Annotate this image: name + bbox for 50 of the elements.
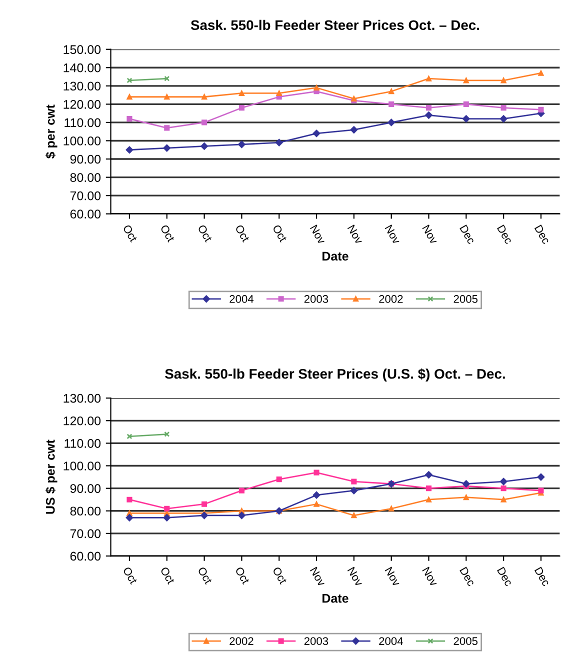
- x-tick-label: Oct: [234, 566, 250, 585]
- y-tick-label: 130.00: [64, 394, 101, 403]
- x-tick-label: Nov: [384, 566, 401, 587]
- y-tick-label: 80.00: [70, 506, 101, 516]
- y-tick-label: 120.00: [64, 416, 101, 426]
- y-tick-label: 100.00: [64, 136, 101, 146]
- x-tick-label: Oct: [234, 224, 250, 243]
- y-axis-title: US $ per cwt: [45, 440, 58, 514]
- y-tick-label: 120.00: [64, 100, 101, 109]
- x-tick-label: Oct: [160, 566, 176, 585]
- y-tick-label: 80.00: [70, 173, 101, 182]
- x-tick-label: Oct: [197, 224, 213, 243]
- x-tick-label: Oct: [197, 566, 213, 585]
- y-tick-label: 60.00: [70, 552, 101, 561]
- y-tick-label: 70.00: [70, 191, 101, 200]
- x-tick-label: Oct: [122, 224, 138, 243]
- legend-label: 2005: [454, 295, 478, 303]
- legend-label: 2004: [379, 637, 403, 646]
- x-tick-label: Nov: [310, 224, 326, 245]
- x-tick-label: Oct: [272, 224, 288, 243]
- legend-label: 2003: [304, 295, 328, 303]
- x-tick-label: Nov: [347, 224, 364, 245]
- y-tick-label: 110.00: [64, 439, 101, 448]
- y-axis-title: $ per cwt: [45, 104, 58, 159]
- x-tick-label: Nov: [422, 566, 438, 587]
- y-tick-label: 90.00: [70, 484, 101, 493]
- legend-label: 2002: [230, 637, 254, 646]
- x-axis-title: Date: [322, 594, 348, 603]
- legend-label: 2005: [454, 637, 478, 646]
- x-tick-label: Nov: [347, 566, 364, 587]
- chart-title: Sask. 550-lb Feeder Steer Prices (U.S. $) Oct. – Dec.: [165, 368, 505, 382]
- legend-label: 2002: [379, 295, 403, 303]
- x-tick-label: Nov: [384, 224, 401, 245]
- y-tick-label: 130.00: [64, 82, 101, 91]
- y-tick-label: 60.00: [70, 210, 101, 218]
- legend-label: 2004: [230, 295, 254, 303]
- y-tick-label: 100.00: [64, 462, 101, 470]
- y-tick-label: 90.00: [70, 154, 101, 164]
- y-tick-label: 110.00: [64, 118, 101, 128]
- y-tick-label: 140.00: [64, 63, 101, 72]
- legend-label: 2003: [304, 637, 328, 646]
- x-axis-title: Date: [322, 252, 348, 261]
- x-tick-label: Oct: [122, 566, 138, 585]
- x-tick-label: Nov: [422, 224, 438, 245]
- y-tick-label: 70.00: [70, 529, 101, 538]
- chart-title: Sask. 550-lb Feeder Steer Prices Oct. – Dec.: [190, 20, 480, 30]
- x-tick-label: Oct: [272, 566, 288, 585]
- x-tick-label: Oct: [160, 224, 176, 243]
- y-tick-label: 150.00: [64, 45, 101, 54]
- x-tick-label: Nov: [310, 566, 326, 587]
